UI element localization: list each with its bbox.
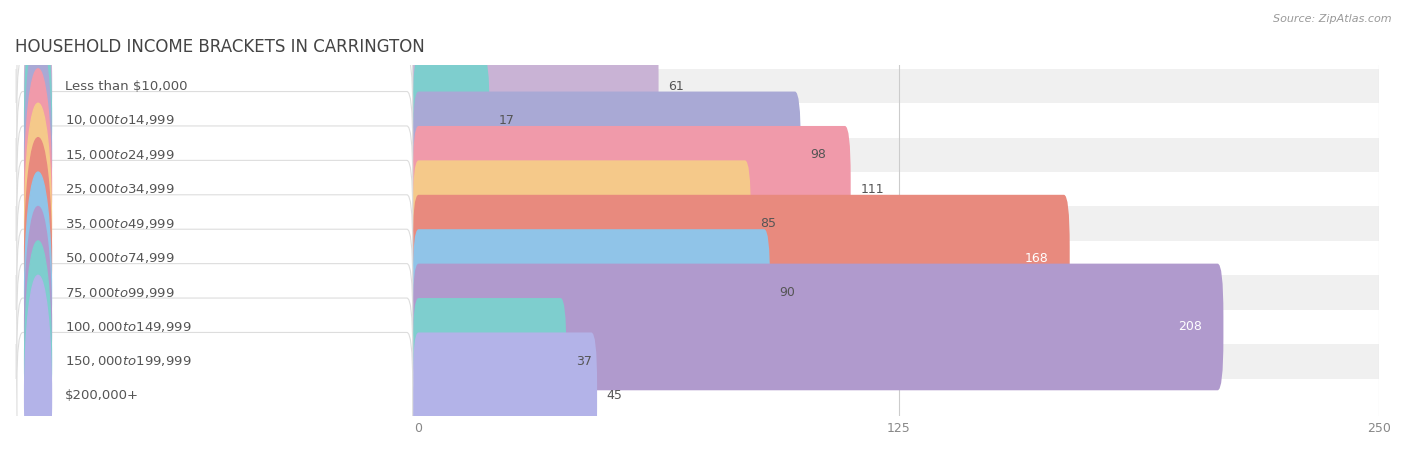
FancyBboxPatch shape: [413, 195, 1070, 321]
Circle shape: [25, 69, 52, 310]
Circle shape: [25, 34, 52, 275]
Text: 208: 208: [1178, 320, 1202, 333]
FancyBboxPatch shape: [413, 298, 567, 425]
Text: 98: 98: [810, 148, 827, 162]
FancyBboxPatch shape: [17, 57, 413, 184]
Text: 45: 45: [607, 389, 623, 402]
FancyBboxPatch shape: [413, 333, 598, 450]
Circle shape: [25, 0, 52, 241]
FancyBboxPatch shape: [17, 91, 413, 218]
Circle shape: [25, 241, 52, 450]
Text: $100,000 to $149,999: $100,000 to $149,999: [65, 320, 191, 334]
FancyBboxPatch shape: [15, 310, 1379, 344]
FancyBboxPatch shape: [15, 344, 1379, 378]
Text: 37: 37: [576, 355, 592, 368]
Text: 17: 17: [499, 114, 515, 127]
Text: $75,000 to $99,999: $75,000 to $99,999: [65, 286, 174, 300]
Text: 111: 111: [860, 183, 884, 196]
Circle shape: [25, 172, 52, 413]
Text: 85: 85: [761, 217, 776, 230]
FancyBboxPatch shape: [15, 138, 1379, 172]
FancyBboxPatch shape: [15, 378, 1379, 413]
Text: 61: 61: [668, 80, 683, 93]
Circle shape: [25, 207, 52, 447]
FancyBboxPatch shape: [15, 172, 1379, 207]
FancyBboxPatch shape: [413, 264, 1223, 390]
FancyBboxPatch shape: [17, 229, 413, 356]
FancyBboxPatch shape: [17, 298, 413, 425]
Text: $50,000 to $74,999: $50,000 to $74,999: [65, 251, 174, 265]
FancyBboxPatch shape: [17, 126, 413, 252]
FancyBboxPatch shape: [15, 69, 1379, 103]
Text: $25,000 to $34,999: $25,000 to $34,999: [65, 182, 174, 196]
FancyBboxPatch shape: [15, 241, 1379, 275]
FancyBboxPatch shape: [15, 207, 1379, 241]
FancyBboxPatch shape: [17, 264, 413, 390]
FancyBboxPatch shape: [413, 22, 658, 149]
FancyBboxPatch shape: [413, 160, 751, 287]
Circle shape: [25, 103, 52, 344]
FancyBboxPatch shape: [413, 126, 851, 252]
FancyBboxPatch shape: [413, 57, 489, 184]
FancyBboxPatch shape: [17, 333, 413, 450]
Text: Source: ZipAtlas.com: Source: ZipAtlas.com: [1274, 14, 1392, 23]
Circle shape: [25, 0, 52, 207]
Text: HOUSEHOLD INCOME BRACKETS IN CARRINGTON: HOUSEHOLD INCOME BRACKETS IN CARRINGTON: [15, 37, 425, 55]
Text: $35,000 to $49,999: $35,000 to $49,999: [65, 217, 174, 231]
Text: Less than $10,000: Less than $10,000: [65, 80, 187, 93]
Text: $10,000 to $14,999: $10,000 to $14,999: [65, 113, 174, 127]
Text: $200,000+: $200,000+: [65, 389, 139, 402]
Text: $150,000 to $199,999: $150,000 to $199,999: [65, 355, 191, 369]
Text: 168: 168: [1025, 252, 1049, 265]
Circle shape: [25, 138, 52, 378]
Circle shape: [25, 275, 52, 450]
Text: 90: 90: [780, 286, 796, 299]
FancyBboxPatch shape: [17, 160, 413, 287]
Text: $15,000 to $24,999: $15,000 to $24,999: [65, 148, 174, 162]
FancyBboxPatch shape: [15, 103, 1379, 138]
FancyBboxPatch shape: [15, 275, 1379, 310]
FancyBboxPatch shape: [17, 195, 413, 321]
FancyBboxPatch shape: [413, 91, 801, 218]
FancyBboxPatch shape: [413, 229, 770, 356]
FancyBboxPatch shape: [17, 22, 413, 149]
